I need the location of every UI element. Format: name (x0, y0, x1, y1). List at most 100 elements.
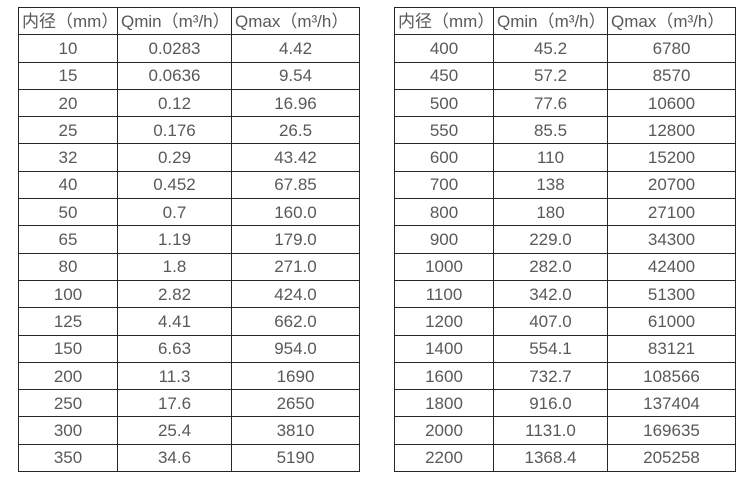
table-row: 700 138 20700 (394, 170, 736, 200)
table-cell: 1.19 (117, 225, 232, 254)
table-body: 400 45.2 6780 450 57.2 8570 500 77.6 10600 550 85.… (394, 34, 736, 473)
table-cell: 67.85 (231, 170, 360, 200)
table-row: 1400 554.1 83121 (394, 334, 736, 363)
table-cell: 50 (18, 198, 118, 227)
table-cell: 5190 (231, 443, 360, 473)
table-cell: 4.41 (117, 307, 232, 336)
table-cell: 2650 (231, 389, 360, 418)
table-row: 125 4.41 662.0 (18, 307, 360, 336)
table-cell: 1.8 (117, 252, 232, 281)
table-cell: 10600 (607, 88, 736, 118)
col-header-qmax: Qmax（m³/h） (231, 6, 360, 36)
table-row: 550 85.5 12800 (394, 116, 736, 145)
table-cell: 400 (394, 34, 494, 63)
table-row: 150 6.63 954.0 (18, 334, 360, 363)
col-header-qmin: Qmin（m³/h） (117, 6, 232, 36)
table-cell: 3810 (231, 416, 360, 445)
table-row: 1800 916.0 137404 (394, 389, 736, 418)
table-cell: 12800 (607, 116, 736, 145)
table-cell: 916.0 (493, 389, 608, 418)
table-cell: 25 (18, 116, 118, 145)
table-row: 250 17.6 2650 (18, 389, 360, 418)
table-cell: 0.29 (117, 143, 232, 172)
table-cell: 85.5 (493, 116, 608, 145)
table-cell: 65 (18, 225, 118, 254)
tables-wrap: 内径（mm） Qmin（m³/h） Qmax（m³/h） 10 0.0283 4.4… (18, 6, 736, 473)
table-row: 450 57.2 8570 (394, 61, 736, 90)
col-header-qmin: Qmin（m³/h） (493, 6, 608, 36)
table-cell: 6.63 (117, 334, 232, 363)
table-cell: 25.4 (117, 416, 232, 445)
table-cell: 11.3 (117, 361, 232, 391)
table-cell: 1800 (394, 389, 494, 418)
flow-spec-table-small-diameters: 内径（mm） Qmin（m³/h） Qmax（m³/h） 10 0.0283 4.4… (18, 6, 360, 473)
table-cell: 15 (18, 61, 118, 90)
table-cell: 27100 (607, 198, 736, 227)
table-cell: 17.6 (117, 389, 232, 418)
table-row: 20 0.12 16.96 (18, 88, 360, 118)
table-row: 1600 732.7 108566 (394, 361, 736, 391)
table-cell: 83121 (607, 334, 736, 363)
table-cell: 150 (18, 334, 118, 363)
table-cell: 138 (493, 170, 608, 200)
table-cell: 600 (394, 143, 494, 172)
table-row: 2200 1368.4 205258 (394, 443, 736, 473)
table-row: 300 25.4 3810 (18, 416, 360, 445)
table-cell: 1000 (394, 252, 494, 281)
table-cell: 205258 (607, 443, 736, 473)
table-cell: 180 (493, 198, 608, 227)
table-cell: 43.42 (231, 143, 360, 172)
table-cell: 10 (18, 34, 118, 63)
table-cell: 61000 (607, 307, 736, 336)
col-header-inner-diameter: 内径（mm） (394, 6, 494, 36)
table-row: 65 1.19 179.0 (18, 225, 360, 254)
table-row: 900 229.0 34300 (394, 225, 736, 254)
table-cell: 16.96 (231, 88, 360, 118)
table-cell: 137404 (607, 389, 736, 418)
table-cell: 169635 (607, 416, 736, 445)
table-cell: 1600 (394, 361, 494, 391)
col-header-qmax: Qmax（m³/h） (607, 6, 736, 36)
table-header: 内径（mm） Qmin（m³/h） Qmax（m³/h） (394, 6, 736, 36)
table-cell: 1368.4 (493, 443, 608, 473)
table-row: 2000 1131.0 169635 (394, 416, 736, 445)
table-row: 32 0.29 43.42 (18, 143, 360, 172)
table-cell: 407.0 (493, 307, 608, 336)
table-cell: 500 (394, 88, 494, 118)
table-cell: 80 (18, 252, 118, 281)
table-cell: 1690 (231, 361, 360, 391)
table-row: 100 2.82 424.0 (18, 279, 360, 309)
table-cell: 450 (394, 61, 494, 90)
table-row: 50 0.7 160.0 (18, 198, 360, 227)
table-cell: 2200 (394, 443, 494, 473)
table-cell: 0.0283 (117, 34, 232, 63)
table-row: 1000 282.0 42400 (394, 252, 736, 281)
table-cell: 110 (493, 143, 608, 172)
table-row: 1200 407.0 61000 (394, 307, 736, 336)
table-cell: 200 (18, 361, 118, 391)
table-cell: 700 (394, 170, 494, 200)
table-body: 10 0.0283 4.42 15 0.0636 9.54 20 0.12 16.96 25 0.1… (18, 34, 360, 473)
table-row: 350 34.6 5190 (18, 443, 360, 473)
table-cell: 0.176 (117, 116, 232, 145)
table-cell: 26.5 (231, 116, 360, 145)
table-cell: 271.0 (231, 252, 360, 281)
table-cell: 77.6 (493, 88, 608, 118)
table-cell: 34300 (607, 225, 736, 254)
table-cell: 550 (394, 116, 494, 145)
table-cell: 732.7 (493, 361, 608, 391)
header-row: 内径（mm） Qmin（m³/h） Qmax（m³/h） (394, 6, 736, 36)
table-row: 500 77.6 10600 (394, 88, 736, 118)
table-cell: 32 (18, 143, 118, 172)
table-cell: 1131.0 (493, 416, 608, 445)
table-cell: 20 (18, 88, 118, 118)
table-row: 40 0.452 67.85 (18, 170, 360, 200)
table-cell: 342.0 (493, 279, 608, 309)
table-cell: 45.2 (493, 34, 608, 63)
table-row: 15 0.0636 9.54 (18, 61, 360, 90)
table-cell: 1200 (394, 307, 494, 336)
table-row: 1100 342.0 51300 (394, 279, 736, 309)
table-cell: 662.0 (231, 307, 360, 336)
table-row: 200 11.3 1690 (18, 361, 360, 391)
col-header-inner-diameter: 内径（mm） (18, 6, 118, 36)
